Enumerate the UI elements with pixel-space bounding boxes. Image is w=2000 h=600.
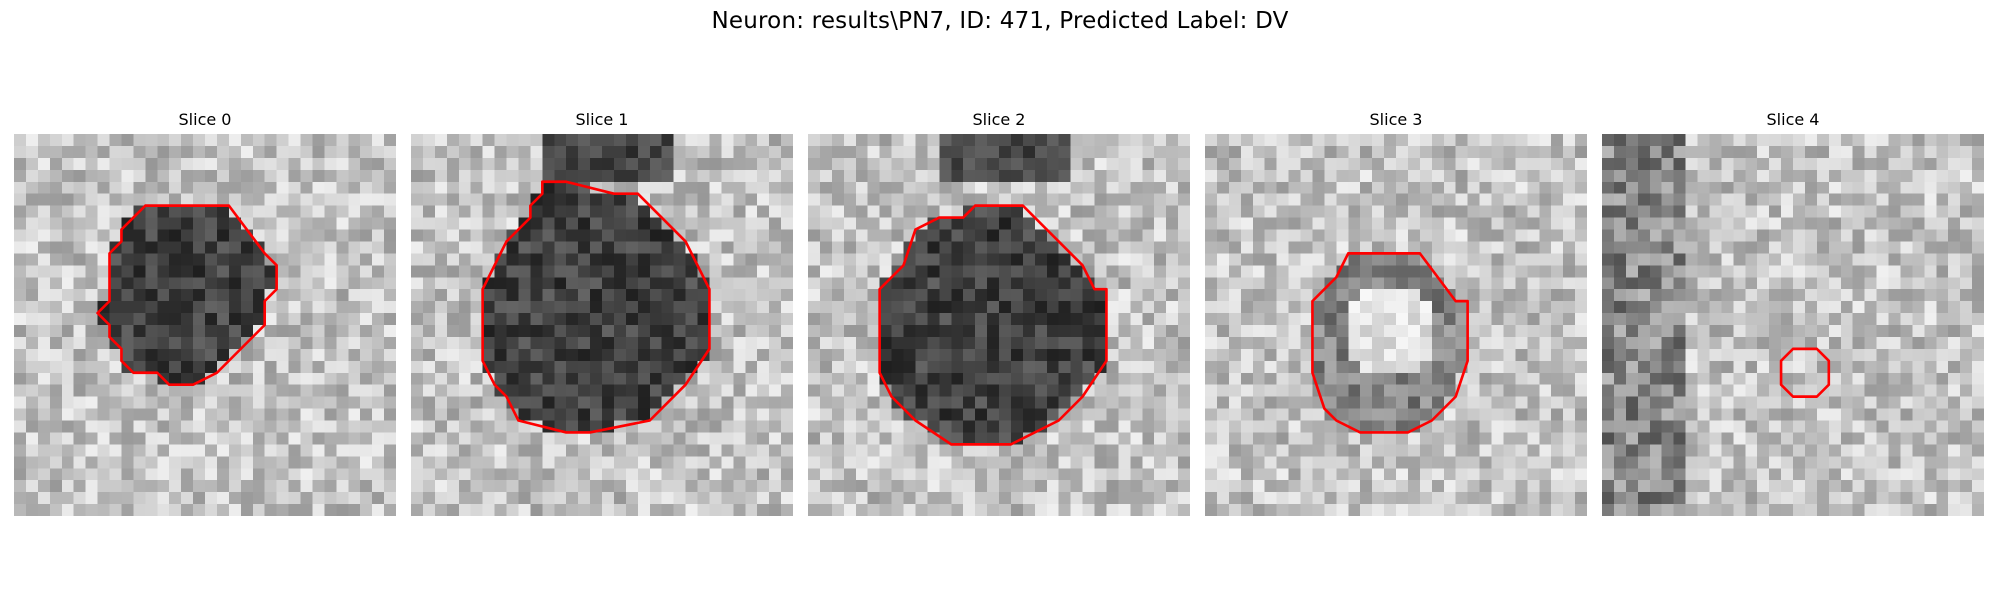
slice-panel-2: Slice 2 [808,108,1190,516]
slice-panel-4: Slice 4 [1602,108,1984,516]
slice-title-4: Slice 4 [1766,110,1820,129]
slice-image-3 [1205,134,1587,516]
slice-image-4 [1602,134,1984,516]
contour-outline [1779,347,1831,398]
contour-outline [96,204,278,387]
contour-outline [1311,252,1469,434]
contour-outline [878,204,1108,446]
slice-image-2 [808,134,1190,516]
slice-title-0: Slice 0 [178,110,232,129]
slice-image-0 [14,134,396,516]
slice-image-1 [411,134,793,516]
slice-title-1: Slice 1 [575,110,629,129]
slice-title-3: Slice 3 [1369,110,1423,129]
slice-panel-1: Slice 1 [411,108,793,516]
slice-title-2: Slice 2 [972,110,1026,129]
contour-outline [481,180,711,434]
figure-title: Neuron: results\PN7, ID: 471, Predicted … [711,8,1289,34]
slice-panel-0: Slice 0 [14,108,396,516]
slice-panel-3: Slice 3 [1205,108,1587,516]
